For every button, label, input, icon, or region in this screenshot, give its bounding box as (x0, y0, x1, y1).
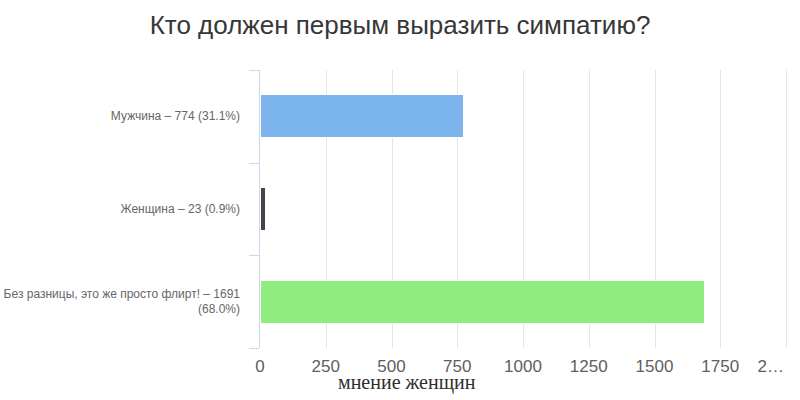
category-axis-tick (249, 70, 259, 71)
gridline (786, 70, 787, 348)
value-axis-label: 750 (443, 357, 471, 377)
chart-title: Кто должен первым выразить симпатию? (0, 10, 800, 41)
value-axis-label: 0 (255, 357, 264, 377)
value-axis-label: 1000 (504, 357, 542, 377)
category-label: Без разницы, это же просто флирт! – 1691… (0, 287, 240, 317)
value-axis-label: 1250 (570, 357, 608, 377)
category-axis-tick (249, 255, 259, 256)
value-axis-label: 1500 (636, 357, 674, 377)
bar-3[interactable] (260, 280, 705, 324)
category-axis-tick (249, 163, 259, 164)
category-label: Мужчина – 774 (31.1%) (0, 109, 240, 124)
bar-1[interactable] (260, 94, 464, 138)
category-label: Женщина – 23 (0.9%) (0, 202, 240, 217)
gridline (720, 70, 721, 348)
bar-2[interactable] (260, 187, 266, 231)
value-axis-label: 2… (758, 357, 784, 377)
value-axis-label: 500 (377, 357, 405, 377)
value-axis-label: 1750 (701, 357, 739, 377)
category-axis-tick (249, 348, 259, 349)
value-axis-label: 250 (312, 357, 340, 377)
plot-area (260, 70, 786, 348)
bar-chart: Кто должен первым выразить симпатию? мне… (0, 0, 800, 400)
